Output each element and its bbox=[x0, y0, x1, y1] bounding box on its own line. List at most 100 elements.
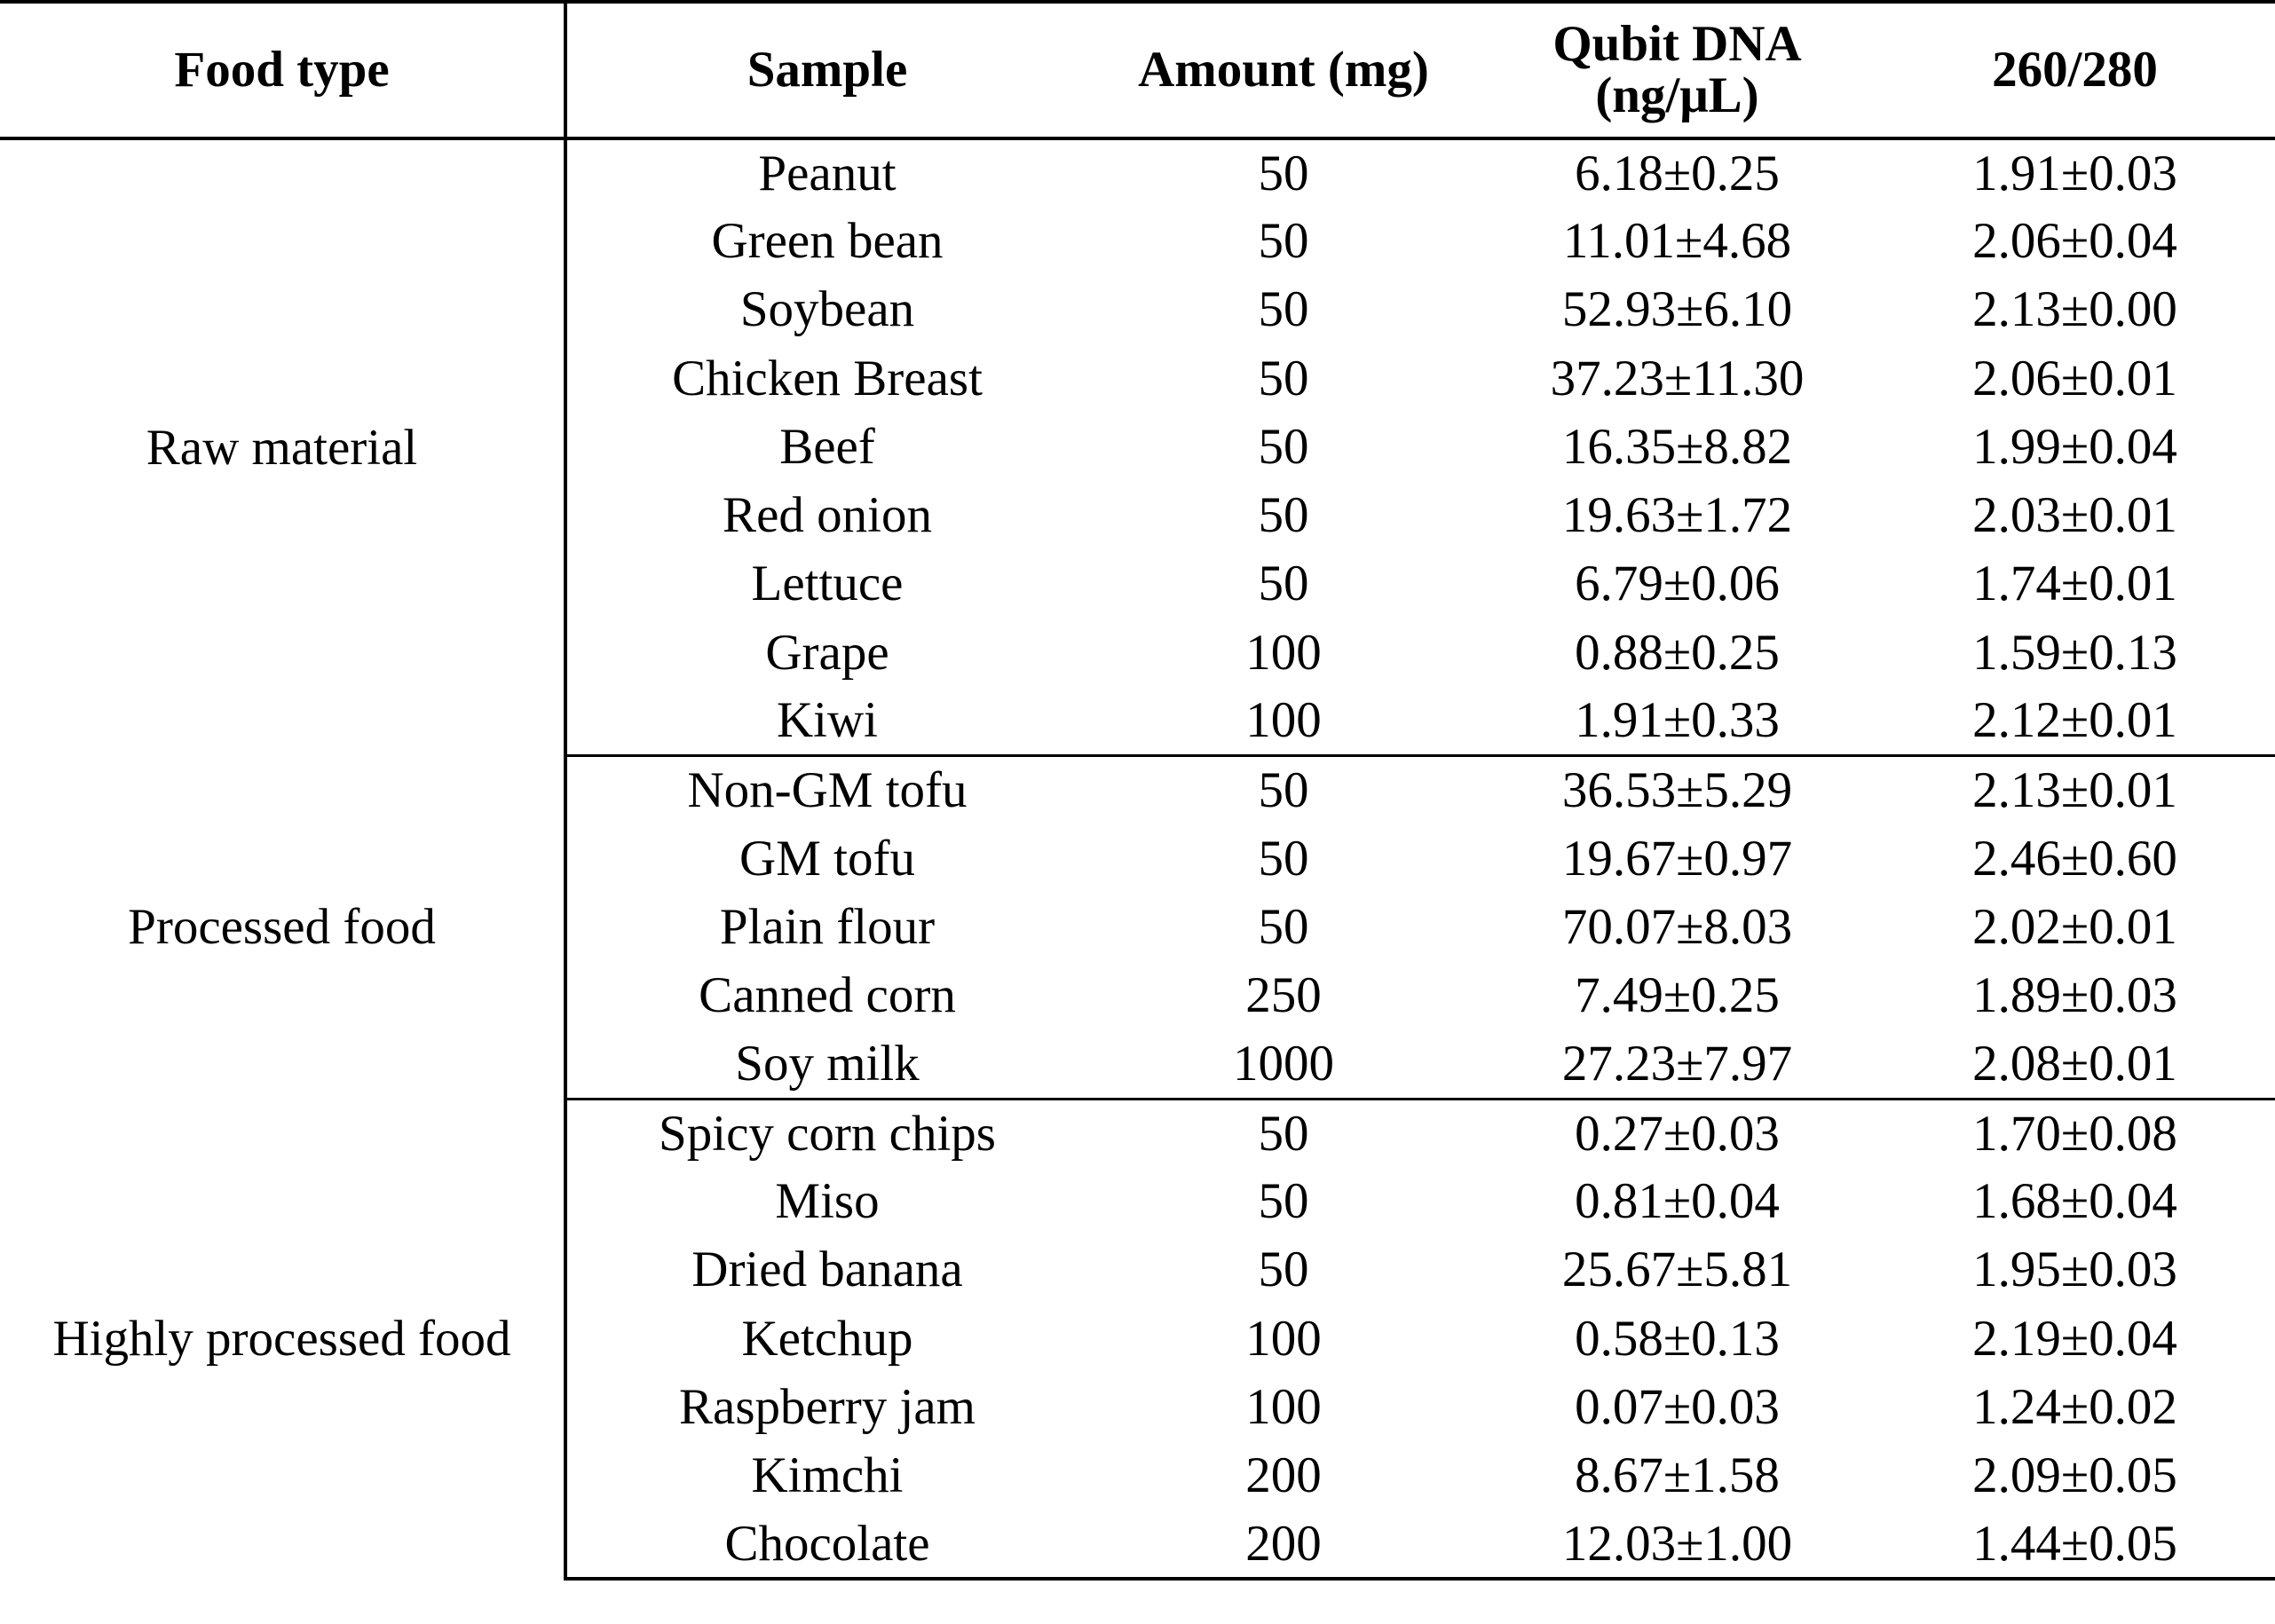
ratio-cell: 2.12±0.01 bbox=[1875, 687, 2275, 758]
ratio-cell: 2.09±0.05 bbox=[1972, 1447, 2177, 1504]
ratio-cell: 1.59±0.13 bbox=[1972, 624, 2177, 681]
ratio-cell: 2.06±0.01 bbox=[1972, 350, 2177, 406]
amount-cell: 50 bbox=[1258, 350, 1309, 406]
table-group: Processed food Non-GM tofu 50 36.53±5.29 2.1… bbox=[0, 755, 2275, 1100]
qubit-dna-cell: 6.79±0.06 bbox=[1575, 556, 1780, 612]
table-group: Raw material Peanut 50 6.18±0.25 1.91±0.03 Gr… bbox=[0, 138, 2275, 758]
qubit-dna-cell: 0.27±0.03 bbox=[1575, 1105, 1780, 1162]
ratio-cell: 1.91±0.03 bbox=[1972, 145, 2177, 201]
sample-cell: Lettuce bbox=[751, 556, 904, 612]
qubit-dna-cell: 19.63±1.72 bbox=[1561, 487, 1793, 544]
table-row: Canned corn 250 7.49±0.25 1.89±0.03 bbox=[0, 962, 2275, 1030]
sample-cell: Spicy corn chips bbox=[659, 1105, 996, 1162]
food-type-cell: Raw material bbox=[0, 138, 567, 756]
header-amount: Amount (mg) bbox=[1087, 0, 1480, 140]
ratio-cell: 1.89±0.03 bbox=[1972, 967, 2177, 1024]
table-row: Plain flour 50 70.07±8.03 2.02±0.01 bbox=[0, 893, 2275, 961]
ratio-cell: 2.03±0.01 bbox=[1972, 487, 2177, 544]
amount-cell: 50 bbox=[1258, 830, 1309, 887]
sample-cell: Kiwi bbox=[565, 687, 1087, 758]
ratio-cell: 1.68±0.04 bbox=[1972, 1173, 2177, 1230]
ratio-cell: 2.46±0.60 bbox=[1972, 830, 2177, 887]
header-qubit-line1: Qubit DNA bbox=[1552, 16, 1802, 72]
qubit-dna-cell: 27.23±7.97 bbox=[1480, 1029, 1875, 1100]
table-header: Food type Sample Amount (mg) Qubit DNA (… bbox=[0, 0, 2275, 140]
qubit-dna-cell: 25.67±5.81 bbox=[1561, 1242, 1793, 1298]
qubit-dna-cell: 36.53±5.29 bbox=[1561, 762, 1793, 819]
sample-cell: Canned corn bbox=[699, 967, 956, 1024]
qubit-dna-cell: 0.88±0.25 bbox=[1575, 624, 1780, 681]
amount-cell: 200 bbox=[1087, 1510, 1480, 1581]
sample-cell: Chicken Breast bbox=[672, 350, 983, 406]
amount-cell: 50 bbox=[1258, 898, 1309, 955]
table-row: Soybean 50 52.93±6.10 2.13±0.00 bbox=[0, 276, 2275, 344]
ratio-cell: 1.70±0.08 bbox=[1972, 1105, 2177, 1162]
sample-cell: Non-GM tofu bbox=[687, 762, 968, 819]
amount-cell: 100 bbox=[1245, 1378, 1322, 1435]
qubit-dna-cell: 16.35±8.82 bbox=[1561, 418, 1793, 475]
food-type-cell: Highly processed food bbox=[0, 1099, 567, 1580]
table-row: Red onion 50 19.63±1.72 2.03±0.01 bbox=[0, 481, 2275, 549]
amount-cell: 100 bbox=[1087, 687, 1480, 758]
amount-cell: 50 bbox=[1258, 145, 1309, 201]
ratio-cell: 2.02±0.01 bbox=[1972, 898, 2177, 955]
sample-cell: Chocolate bbox=[565, 1510, 1087, 1581]
table-row: Chocolate 200 12.03±1.00 1.44±0.05 bbox=[0, 1510, 2275, 1581]
table-row: Kimchi 200 8.67±1.58 2.09±0.05 bbox=[0, 1442, 2275, 1510]
amount-cell: 50 bbox=[1258, 418, 1309, 475]
amount-cell: 100 bbox=[1245, 1310, 1322, 1367]
ratio-cell: 2.06±0.04 bbox=[1972, 212, 2177, 269]
amount-cell: 50 bbox=[1258, 281, 1309, 338]
amount-cell: 100 bbox=[1245, 624, 1322, 681]
amount-cell: 50 bbox=[1258, 1173, 1309, 1230]
header-qubit-dna: Qubit DNA (ng/μL) bbox=[1480, 0, 1875, 140]
amount-cell: 200 bbox=[1245, 1447, 1322, 1504]
sample-cell: Ketchup bbox=[741, 1310, 913, 1367]
qubit-dna-cell: 19.67±0.97 bbox=[1561, 830, 1793, 887]
amount-cell: 50 bbox=[1258, 556, 1309, 612]
sample-cell: Grape bbox=[765, 624, 889, 681]
ratio-cell: 2.13±0.01 bbox=[1972, 762, 2177, 819]
sample-cell: Raspberry jam bbox=[679, 1378, 976, 1435]
table-row: Ketchup 100 0.58±0.13 2.19±0.04 bbox=[0, 1305, 2275, 1373]
ratio-cell: 2.13±0.00 bbox=[1972, 281, 2177, 338]
ratio-cell: 1.74±0.01 bbox=[1972, 556, 2177, 612]
header-food-type: Food type bbox=[0, 0, 567, 140]
amount-cell: 50 bbox=[1258, 1242, 1309, 1298]
qubit-dna-cell: 7.49±0.25 bbox=[1575, 967, 1780, 1024]
qubit-dna-cell: 37.23±11.30 bbox=[1550, 350, 1805, 406]
amount-cell: 250 bbox=[1245, 967, 1322, 1024]
header-ratio: 260/280 bbox=[1875, 0, 2275, 140]
ratio-cell: 2.19±0.04 bbox=[1972, 1310, 2177, 1367]
sample-cell: Kimchi bbox=[751, 1447, 904, 1504]
header-qubit-line2: (ng/μL) bbox=[1595, 67, 1759, 123]
ratio-cell: 1.95±0.03 bbox=[1972, 1242, 2177, 1298]
qubit-dna-cell: 70.07±8.03 bbox=[1561, 898, 1793, 955]
qubit-dna-cell: 0.07±0.03 bbox=[1575, 1378, 1780, 1435]
qubit-dna-cell: 0.58±0.13 bbox=[1575, 1310, 1780, 1367]
amount-cell: 1000 bbox=[1087, 1029, 1480, 1100]
table-row: Miso 50 0.81±0.04 1.68±0.04 bbox=[0, 1167, 2275, 1235]
ratio-cell: 1.44±0.05 bbox=[1875, 1510, 2275, 1581]
ratio-cell: 1.24±0.02 bbox=[1972, 1378, 2177, 1435]
sample-cell: Plain flour bbox=[719, 898, 936, 955]
table-row: Processed food Non-GM tofu 50 36.53±5.29 2.1… bbox=[0, 755, 2275, 1100]
table-row: Grape 100 0.88±0.25 1.59±0.13 bbox=[0, 619, 2275, 687]
sample-cell: Miso bbox=[775, 1173, 880, 1230]
header-sample: Sample bbox=[565, 0, 1087, 140]
sample-cell: Green bean bbox=[711, 212, 944, 269]
qubit-dna-cell: 1.91±0.33 bbox=[1480, 687, 1875, 758]
sample-cell: GM tofu bbox=[739, 830, 915, 887]
amount-cell: 50 bbox=[1258, 487, 1309, 544]
table-row: Green bean 50 11.01±4.68 2.06±0.04 bbox=[0, 207, 2275, 275]
table-row: GM tofu 50 19.67±0.97 2.46±0.60 bbox=[0, 824, 2275, 893]
sample-cell: Dried banana bbox=[691, 1242, 963, 1298]
sample-cell: Beef bbox=[779, 418, 875, 475]
qubit-dna-cell: 52.93±6.10 bbox=[1561, 281, 1793, 338]
sample-cell: Red onion bbox=[723, 487, 932, 544]
qubit-dna-cell: 8.67±1.58 bbox=[1575, 1447, 1780, 1504]
table-row: Lettuce 50 6.79±0.06 1.74±0.01 bbox=[0, 550, 2275, 619]
ratio-cell: 2.08±0.01 bbox=[1875, 1029, 2275, 1100]
dna-extraction-table: Food type Sample Amount (mg) Qubit DNA (… bbox=[0, 0, 2275, 1581]
